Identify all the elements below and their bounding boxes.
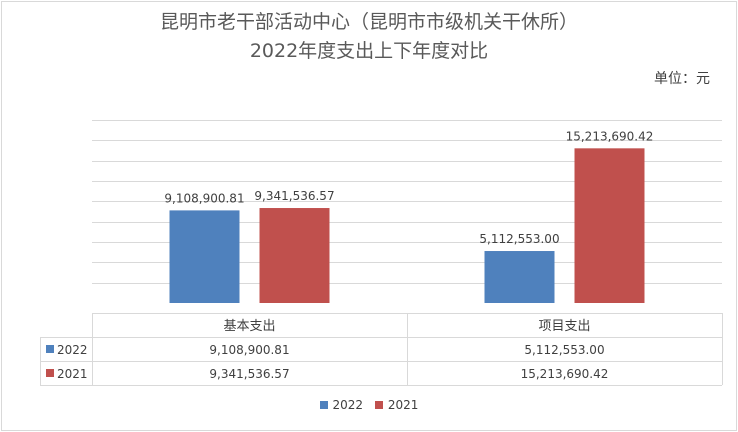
table-cell-2022-1: 5,112,553.00 bbox=[524, 343, 604, 357]
unit-label: 单位：元 bbox=[654, 71, 710, 87]
bar-2022-0 bbox=[169, 210, 240, 303]
table-header-0: 基本支出 bbox=[223, 319, 275, 334]
bar-2022-1 bbox=[484, 251, 555, 303]
legend-swatch-2021 bbox=[374, 401, 383, 409]
chart-title: 昆明市老干部活动中心（昆明市市级机关干休所） 2022年度支出上下年度对比 bbox=[0, 8, 738, 66]
legend: 2022 2021 bbox=[0, 398, 738, 412]
data-label-2022-0: 9,108,900.81 bbox=[164, 191, 244, 205]
legend-label-2022: 2022 bbox=[332, 398, 364, 412]
table-cell-2022-0: 9,108,900.81 bbox=[209, 343, 289, 357]
table-swatch-2021 bbox=[46, 369, 54, 377]
legend-swatch-2022 bbox=[319, 401, 328, 409]
bar-2021-0 bbox=[259, 208, 330, 303]
table-header-1: 项目支出 bbox=[538, 319, 590, 334]
bar-2021-1 bbox=[574, 148, 645, 303]
data-label-2021-1: 15,213,690.42 bbox=[566, 129, 654, 143]
title-line-2: 2022年度支出上下年度对比 bbox=[249, 40, 489, 62]
legend-item-2022: 2022 bbox=[319, 398, 364, 412]
table-cell-2021-1: 15,213,690.42 bbox=[521, 367, 609, 381]
legend-label-2021: 2021 bbox=[387, 398, 419, 412]
data-label-2021-0: 9,341,536.57 bbox=[254, 189, 334, 203]
table-series-2021: 2021 bbox=[57, 367, 88, 381]
title-line-1: 昆明市老干部活动中心（昆明市市级机关干休所） bbox=[159, 11, 578, 33]
table-swatch-2022 bbox=[46, 345, 54, 353]
table-cell-2021-0: 9,341,536.57 bbox=[209, 367, 289, 381]
table-series-2022: 2022 bbox=[57, 343, 88, 357]
data-label-2022-1: 5,112,553.00 bbox=[479, 232, 559, 246]
legend-item-2021: 2021 bbox=[374, 398, 419, 412]
